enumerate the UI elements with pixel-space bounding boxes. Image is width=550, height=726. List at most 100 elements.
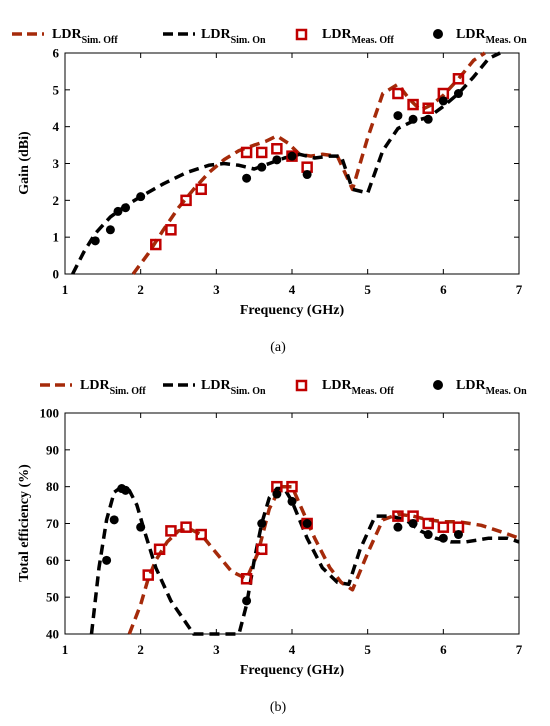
y-tick-label-b: 70 bbox=[46, 516, 59, 531]
data-point-meas-off-b bbox=[153, 543, 166, 556]
data-point-meas-on-a bbox=[302, 170, 312, 180]
legend-a-sim-on-label: LDRSim. On bbox=[201, 27, 266, 46]
data-point-meas-off-a bbox=[392, 87, 404, 100]
data-point-meas-off-a bbox=[407, 98, 419, 111]
y-tick-label-b: 80 bbox=[46, 479, 59, 494]
x-tick-label-a: 2 bbox=[137, 282, 144, 297]
series-a bbox=[71, 51, 501, 276]
data-point-meas-off-a bbox=[165, 224, 177, 236]
legend-a-meas-on-swatch bbox=[433, 29, 443, 39]
y-ticks-a: 0 1 2 3 4 5 6 bbox=[53, 46, 519, 282]
x-tick-label-b: 6 bbox=[440, 642, 447, 657]
y-tick-label-b: 40 bbox=[46, 627, 59, 642]
y-ticks-b: 40 50 60 70 80 90 100 bbox=[40, 406, 519, 642]
data-point-meas-off-a bbox=[240, 146, 253, 159]
y-tick-label-b: 100 bbox=[40, 406, 60, 421]
legend-a-sim-off-label: LDRSim. Off bbox=[52, 27, 118, 46]
y-axis-label-a: Gain (dBi) bbox=[17, 131, 32, 195]
legend-a-meas-on: LDRMeas. On bbox=[433, 27, 527, 46]
caption-a: (a) bbox=[270, 340, 286, 355]
legend-b-meas-on: LDRMeas. On bbox=[433, 378, 527, 397]
panel-a: LDRSim. Off LDRSim. On LDRMeas. Off LDRM… bbox=[12, 27, 527, 355]
legend-b-meas-on-label: LDRMeas. On bbox=[456, 378, 527, 397]
data-point-meas-off-a bbox=[452, 73, 465, 85]
x-tick-label-a: 1 bbox=[62, 282, 69, 297]
legend-b: LDRSim. Off LDRSim. On LDRMeas. Off LDRM… bbox=[40, 378, 527, 397]
x-tick-label-b: 4 bbox=[289, 642, 296, 657]
plot-frame-b bbox=[64, 412, 520, 635]
data-point-meas-off-a bbox=[180, 194, 192, 207]
data-point-meas-on-b bbox=[287, 496, 297, 506]
y-tick-label-a: 2 bbox=[53, 193, 60, 208]
series-line-sim-on-a bbox=[71, 51, 501, 275]
data-point-meas-off-b bbox=[180, 521, 192, 533]
legend-b-sim-on-label: LDRSim. On bbox=[201, 378, 266, 397]
data-point-meas-on-a bbox=[257, 162, 267, 172]
series-line-sim-on-b bbox=[89, 484, 520, 636]
x-tick-label-a: 7 bbox=[516, 282, 523, 297]
x-axis-label-b: Frequency (GHz) bbox=[240, 663, 345, 678]
data-point-meas-on-b bbox=[393, 522, 403, 532]
data-point-meas-off-b bbox=[195, 528, 207, 541]
data-point-meas-on-b bbox=[242, 596, 252, 606]
data-point-meas-off-b bbox=[142, 569, 154, 581]
data-point-meas-on-b bbox=[102, 555, 112, 565]
legend-a-sim-off: LDRSim. Off bbox=[12, 27, 118, 46]
data-point-meas-on-a bbox=[90, 236, 100, 246]
series-line-sim-off-b bbox=[127, 484, 520, 635]
data-point-meas-off-a bbox=[195, 183, 207, 196]
data-point-meas-on-a bbox=[242, 173, 252, 183]
panel-b: LDRSim. Off LDRSim. On LDRMeas. Off LDRM… bbox=[17, 378, 527, 715]
data-point-meas-on-b bbox=[302, 519, 312, 528]
y-tick-label-a: 0 bbox=[53, 267, 60, 282]
legend-a: LDRSim. Off LDRSim. On LDRMeas. Off LDRM… bbox=[12, 27, 527, 46]
data-point-meas-off-a bbox=[271, 143, 283, 155]
y-tick-label-a: 3 bbox=[53, 156, 60, 171]
x-tick-label-a: 6 bbox=[440, 282, 447, 297]
y-tick-label-a: 4 bbox=[53, 119, 60, 134]
x-tick-label-a: 3 bbox=[213, 282, 220, 297]
y-tick-label-b: 50 bbox=[46, 590, 59, 605]
data-point-meas-off-b bbox=[437, 521, 450, 533]
x-tick-label-b: 7 bbox=[516, 642, 523, 657]
x-tick-label-b: 2 bbox=[137, 642, 144, 657]
x-tick-label-b: 1 bbox=[62, 642, 69, 657]
data-point-meas-off-b bbox=[392, 510, 404, 522]
x-tick-label-b: 3 bbox=[213, 642, 220, 657]
data-point-meas-on-a bbox=[438, 96, 448, 106]
data-point-meas-on-b bbox=[423, 530, 433, 540]
data-point-meas-on-b bbox=[453, 530, 463, 540]
series-line-sim-off-a bbox=[131, 51, 486, 276]
data-point-meas-on-a bbox=[136, 192, 146, 202]
legend-b-meas-on-swatch bbox=[433, 380, 443, 390]
data-point-meas-on-a bbox=[272, 155, 282, 165]
x-ticks-b: 1 2 3 4 5 6 7 bbox=[62, 413, 523, 657]
data-point-meas-on-a bbox=[453, 89, 463, 99]
x-axis-label-a: Frequency (GHz) bbox=[240, 303, 345, 318]
data-point-meas-on-a bbox=[423, 114, 433, 124]
y-tick-label-a: 1 bbox=[53, 230, 60, 245]
y-tick-label-a: 6 bbox=[53, 46, 60, 61]
data-point-meas-off-a bbox=[422, 102, 434, 114]
data-point-meas-on-a bbox=[105, 225, 115, 235]
y-tick-label-a: 5 bbox=[53, 82, 60, 97]
y-axis-label-b: Total efficiency (%) bbox=[17, 464, 32, 582]
legend-a-meas-off-label: LDRMeas. Off bbox=[322, 27, 394, 46]
legend-b-sim-off-label: LDRSim. Off bbox=[80, 378, 146, 397]
data-point-meas-on-b bbox=[136, 522, 146, 532]
data-point-meas-on-b bbox=[257, 519, 267, 528]
y-tick-label-b: 90 bbox=[46, 442, 59, 457]
data-point-meas-off-a bbox=[150, 238, 162, 251]
data-point-meas-on-a bbox=[113, 206, 123, 216]
legend-b-sim-off: LDRSim. Off bbox=[40, 378, 146, 397]
data-point-meas-on-b bbox=[109, 515, 119, 525]
legend-b-meas-off: LDRMeas. Off bbox=[295, 378, 394, 397]
legend-a-meas-on-label: LDRMeas. On bbox=[456, 27, 527, 46]
x-tick-label-b: 5 bbox=[364, 642, 371, 657]
legend-b-meas-off-label: LDRMeas. Off bbox=[322, 378, 394, 397]
data-point-meas-off-b bbox=[255, 543, 268, 556]
data-point-meas-off-b bbox=[422, 517, 434, 530]
caption-b: (b) bbox=[270, 700, 287, 715]
data-point-meas-on-b bbox=[272, 489, 282, 499]
